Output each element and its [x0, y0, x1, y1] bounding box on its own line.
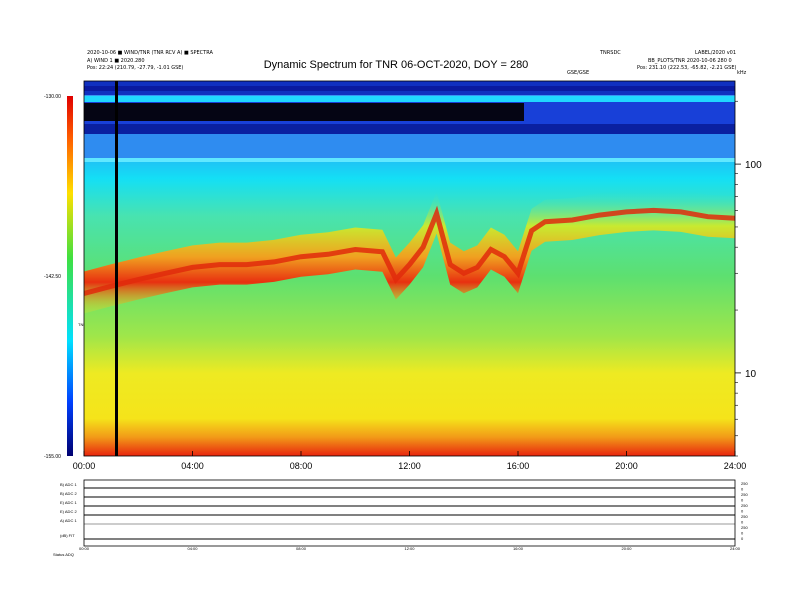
x-tick-label: 12:00	[398, 461, 421, 471]
x-tick-label: 24:00	[724, 461, 747, 471]
housekeeping-scale-label: 250	[741, 525, 748, 530]
housekeeping-scale-label: 0	[741, 487, 744, 492]
header-meta-right: BB_PLOTS/TNR 2020-10-06 280 0	[648, 58, 732, 64]
housekeeping-panel	[83, 479, 736, 547]
housekeeping-x-label: 20:00	[621, 546, 632, 551]
housekeeping-x-label: 04:00	[187, 546, 198, 551]
colorbar	[67, 96, 73, 456]
header-meta-2: A) WIND 1 ■ 2020.280	[87, 58, 145, 64]
housekeeping-x-label: 12:00	[404, 546, 415, 551]
housekeeping-row-label: A) ADC 1	[60, 518, 77, 523]
dark-noise-band	[84, 103, 524, 121]
header-code: TNRSDC	[600, 50, 621, 56]
header-coords: GSE/GSE	[567, 70, 590, 76]
x-tick-label: 08:00	[290, 461, 313, 471]
housekeeping-scale-label: 0	[741, 498, 744, 503]
high-frequency-band-dark	[84, 86, 735, 91]
housekeeping-row-label: (dB) FIT	[60, 533, 75, 538]
housekeeping-scale-label: 250	[741, 492, 748, 497]
cyan-stripe-upper	[84, 96, 735, 102]
housekeeping-x-label: 08:00	[296, 546, 307, 551]
x-tick-label: 00:00	[73, 461, 96, 471]
housekeeping-x-label: 24:00	[730, 546, 741, 551]
colorbar-tick-label: -155.00	[44, 454, 61, 460]
dark-blue-band-lower	[84, 124, 735, 134]
header-meta-1: 2020-10-06 ■ WIND/TNR (TNR RCV A) ■ SPEC…	[87, 50, 213, 56]
y-tick-label: 10	[745, 369, 757, 380]
housekeeping-scale-label: 250	[741, 481, 748, 486]
x-tick-label: 20:00	[615, 461, 638, 471]
header-pos-right: Pos: 231.10 (222.53, -65.82, -2.21 GSE)	[637, 65, 737, 71]
colorbar-tick-label: -130.00	[44, 94, 61, 100]
x-tick-label: 04:00	[181, 461, 204, 471]
plasma-line-peak	[84, 205, 735, 296]
status-footer: Status ADQ	[53, 552, 74, 557]
housekeeping-scale-label: 0	[741, 509, 744, 514]
frequency-unit: kHz	[737, 70, 747, 76]
housekeeping-scale-label: 250	[741, 503, 748, 508]
chart-title: Dynamic Spectrum for TNR 06-OCT-2020, DO…	[263, 59, 529, 71]
housekeeping-x-label: 00:00	[79, 546, 90, 551]
housekeeping-scale-label: 0	[741, 520, 744, 525]
housekeeping-row-label: E) ADC 1	[60, 500, 77, 505]
blue-transition-band	[84, 134, 735, 160]
x-tick-label: 16:00	[507, 461, 530, 471]
housekeeping-row-label: B) ADC 2	[60, 491, 77, 496]
cyan-stripe-lower	[84, 158, 735, 162]
housekeeping-scale-label: 250	[741, 514, 748, 519]
header-version: LABEL/2020 v01	[695, 50, 737, 56]
housekeeping-scale-label: 0	[741, 536, 744, 541]
data-gap-line	[115, 81, 118, 456]
y-tick-label: 100	[745, 160, 762, 171]
housekeeping-row-label: E) ADC 2	[60, 509, 77, 514]
housekeeping-scale-label: 0	[741, 531, 744, 536]
housekeeping-row-label: B) ADC 1	[60, 482, 77, 487]
header-pos-left: Pos: 22:24 (210.79, -27.79, -1.01 GSE)	[87, 65, 184, 71]
housekeeping-x-label: 16:00	[513, 546, 524, 551]
colorbar-tick-label: -142.50	[44, 274, 61, 280]
colorbar-label: TNR	[78, 322, 86, 327]
